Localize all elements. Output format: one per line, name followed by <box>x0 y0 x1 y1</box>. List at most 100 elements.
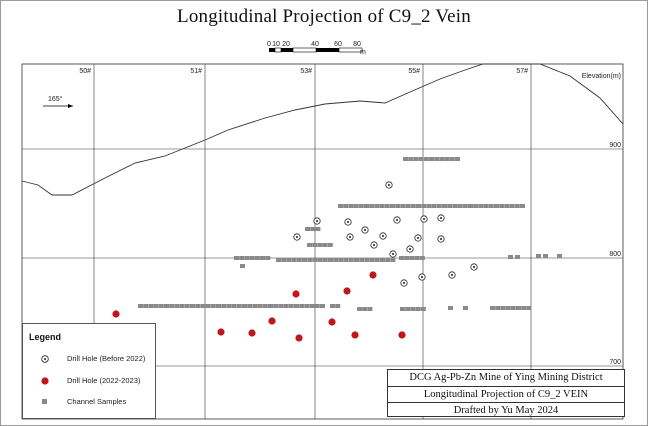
channel-sample <box>364 204 369 208</box>
scale-seg <box>269 48 275 52</box>
channel-sample <box>359 258 365 262</box>
drill-hole-2022-2023 <box>398 331 406 339</box>
channel-sample <box>174 304 180 308</box>
channel-sample <box>257 304 263 308</box>
channel-sample <box>226 304 232 308</box>
channel-sample <box>254 256 260 260</box>
arrow-right-icon <box>68 104 73 108</box>
channel-sample <box>205 304 211 308</box>
channel-sample <box>410 307 416 311</box>
channel-sample <box>455 157 460 161</box>
channel-sample <box>509 204 515 208</box>
channel-sample <box>405 204 411 208</box>
drill-hole-before-2022 <box>379 232 387 240</box>
channel-sample <box>239 256 245 260</box>
channel-sample <box>249 256 255 260</box>
drill-hole-2022-2023 <box>217 328 225 336</box>
channel-sample <box>419 256 425 260</box>
channel-sample <box>304 304 310 308</box>
channel-sample <box>483 204 489 208</box>
channel-sample <box>515 255 520 259</box>
channel-sample <box>399 256 404 260</box>
legend-item-new-drill-hole: Drill Hole (2022-2023) <box>23 374 157 388</box>
drill-hole-2022-2023 <box>268 317 276 325</box>
channel-sample <box>436 204 442 208</box>
channel-sample <box>404 256 410 260</box>
channel-sample <box>357 307 362 311</box>
channel-sample <box>439 157 445 161</box>
elevation-tick: 800 <box>609 251 621 258</box>
channel-sample <box>447 204 453 208</box>
channel-sample <box>505 306 511 310</box>
drill-holes-2022-2023-layer <box>112 271 406 342</box>
drill-hole-before-2022 <box>418 273 426 281</box>
channel-sample <box>158 304 164 308</box>
channel-sample <box>385 258 391 262</box>
channel-sample <box>409 256 415 260</box>
channel-sample <box>405 307 411 311</box>
channel-sample <box>262 304 268 308</box>
channel-sample <box>169 304 175 308</box>
channel-sample <box>508 255 513 259</box>
channel-sample <box>510 306 516 310</box>
direction-indicator: 165° <box>43 95 73 108</box>
channel-sample <box>452 204 458 208</box>
channel-sample <box>395 204 401 208</box>
channel-sample <box>426 204 432 208</box>
channel-sample <box>457 204 463 208</box>
scale-seg <box>292 47 317 53</box>
drill-hole-before-2022 <box>346 233 354 241</box>
channel-sample <box>236 304 242 308</box>
legend-label: Drill Hole (2022-2023) <box>67 376 141 385</box>
exploration-line-label: 57# <box>516 68 528 75</box>
channel-sample <box>273 304 279 308</box>
channel-sample <box>367 307 373 311</box>
drill-holes-before-2022-layer <box>293 181 478 287</box>
channel-sample <box>247 304 253 308</box>
channel-sample <box>268 304 273 308</box>
channel-sample <box>520 204 525 208</box>
scale-unit: m <box>360 49 366 56</box>
channel-sample <box>252 304 258 308</box>
channel-sample <box>335 304 341 308</box>
channel-sample <box>296 258 302 262</box>
channel-sample <box>317 258 323 262</box>
channel-sample <box>463 306 468 310</box>
drill-hole-2022-2023 <box>351 331 359 339</box>
channel-sample <box>514 204 520 208</box>
scale-label: 0 <box>267 41 271 48</box>
scale-label: 20 <box>282 41 290 48</box>
scale-label: 40 <box>311 41 319 48</box>
channel-sample <box>307 243 312 247</box>
channel-sample <box>421 204 427 208</box>
drill-hole-before-2022 <box>400 279 408 287</box>
title-block-mine: DCG Ag-Pb-Zn Mine of Ying Mining Distric… <box>409 372 603 383</box>
channel-sample <box>414 256 420 260</box>
channel-sample <box>444 157 450 161</box>
drill-hole-before-2022 <box>437 214 445 222</box>
channel-sample <box>276 258 281 262</box>
channel-sample <box>327 243 333 247</box>
channel-sample <box>195 304 201 308</box>
drill-hole-2022-2023 <box>328 318 336 326</box>
channel-sample <box>305 227 310 231</box>
channel-sample <box>143 304 149 308</box>
exploration-line-label: 53# <box>300 68 312 75</box>
elevation-tick: 900 <box>609 142 621 149</box>
channel-sample <box>500 306 506 310</box>
channel-sample <box>400 307 405 311</box>
channel-sample <box>408 157 414 161</box>
title-block-author: Drafted by Yu May 2024 <box>388 402 624 419</box>
channel-sample <box>190 304 195 308</box>
channel-sample <box>242 304 247 308</box>
drill-hole-2022-2023 <box>369 271 377 279</box>
channel-sample <box>148 304 154 308</box>
channel-sample <box>557 254 562 258</box>
channel-sample <box>384 204 390 208</box>
legend-item-old-drill-hole: Drill Hole (Before 2022) <box>23 352 157 366</box>
channel-sample <box>416 204 421 208</box>
scale-bar: 0 10 20 40 60 80 m <box>267 41 366 56</box>
elevation-tick: 700 <box>609 359 621 366</box>
channel-sample <box>374 204 380 208</box>
drill-hole-before-2022 <box>448 271 456 279</box>
